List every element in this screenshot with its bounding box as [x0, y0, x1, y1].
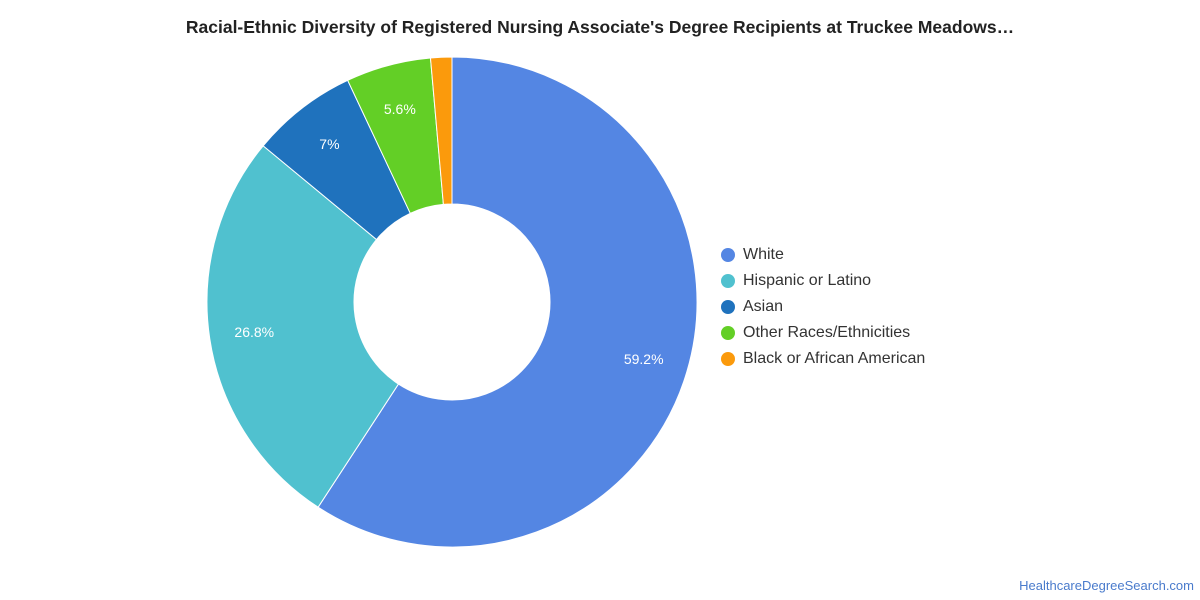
slice-label-white: 59.2%	[624, 351, 664, 367]
legend-item-white[interactable]: White	[721, 242, 925, 268]
legend-swatch	[721, 274, 735, 288]
source-link[interactable]: HealthcareDegreeSearch.com	[1019, 578, 1194, 593]
donut-slice-labels: 59.2% 26.8% 7% 5.6%	[234, 101, 663, 367]
legend-swatch	[721, 326, 735, 340]
donut-slices	[206, 56, 698, 548]
slice-label-asian: 7%	[319, 136, 339, 152]
legend-item-other-races-ethnicities[interactable]: Other Races/Ethnicities	[721, 320, 925, 346]
legend-label: Other Races/Ethnicities	[743, 324, 911, 341]
legend-label: Hispanic or Latino	[743, 272, 872, 289]
legend-label: Asian	[743, 298, 784, 315]
legend-label: White	[743, 246, 784, 263]
legend-item-asian[interactable]: Asian	[721, 294, 925, 320]
slice-white[interactable]	[317, 56, 698, 548]
legend-swatch	[721, 300, 735, 314]
legend-label: Black or African American	[743, 350, 926, 367]
legend-item-black-or-african-american[interactable]: Black or African American	[721, 346, 925, 372]
slice-hispanic-or-latino[interactable]	[206, 145, 400, 508]
slice-label-other-races-ethnicities: 5.6%	[384, 101, 416, 117]
legend-item-hispanic-or-latino[interactable]: Hispanic or Latino	[721, 268, 925, 294]
slice-label-hispanic-or-latino: 26.8%	[234, 324, 274, 340]
chart-legend: White Hispanic or Latino Asian Other Races/…	[721, 242, 925, 372]
legend-swatch	[721, 352, 735, 366]
slice-black-or-african-american[interactable]	[429, 56, 453, 205]
chart-title: Racial-Ethnic Diversity of Registered Nu…	[185, 17, 1015, 37]
legend-swatch	[721, 248, 735, 262]
